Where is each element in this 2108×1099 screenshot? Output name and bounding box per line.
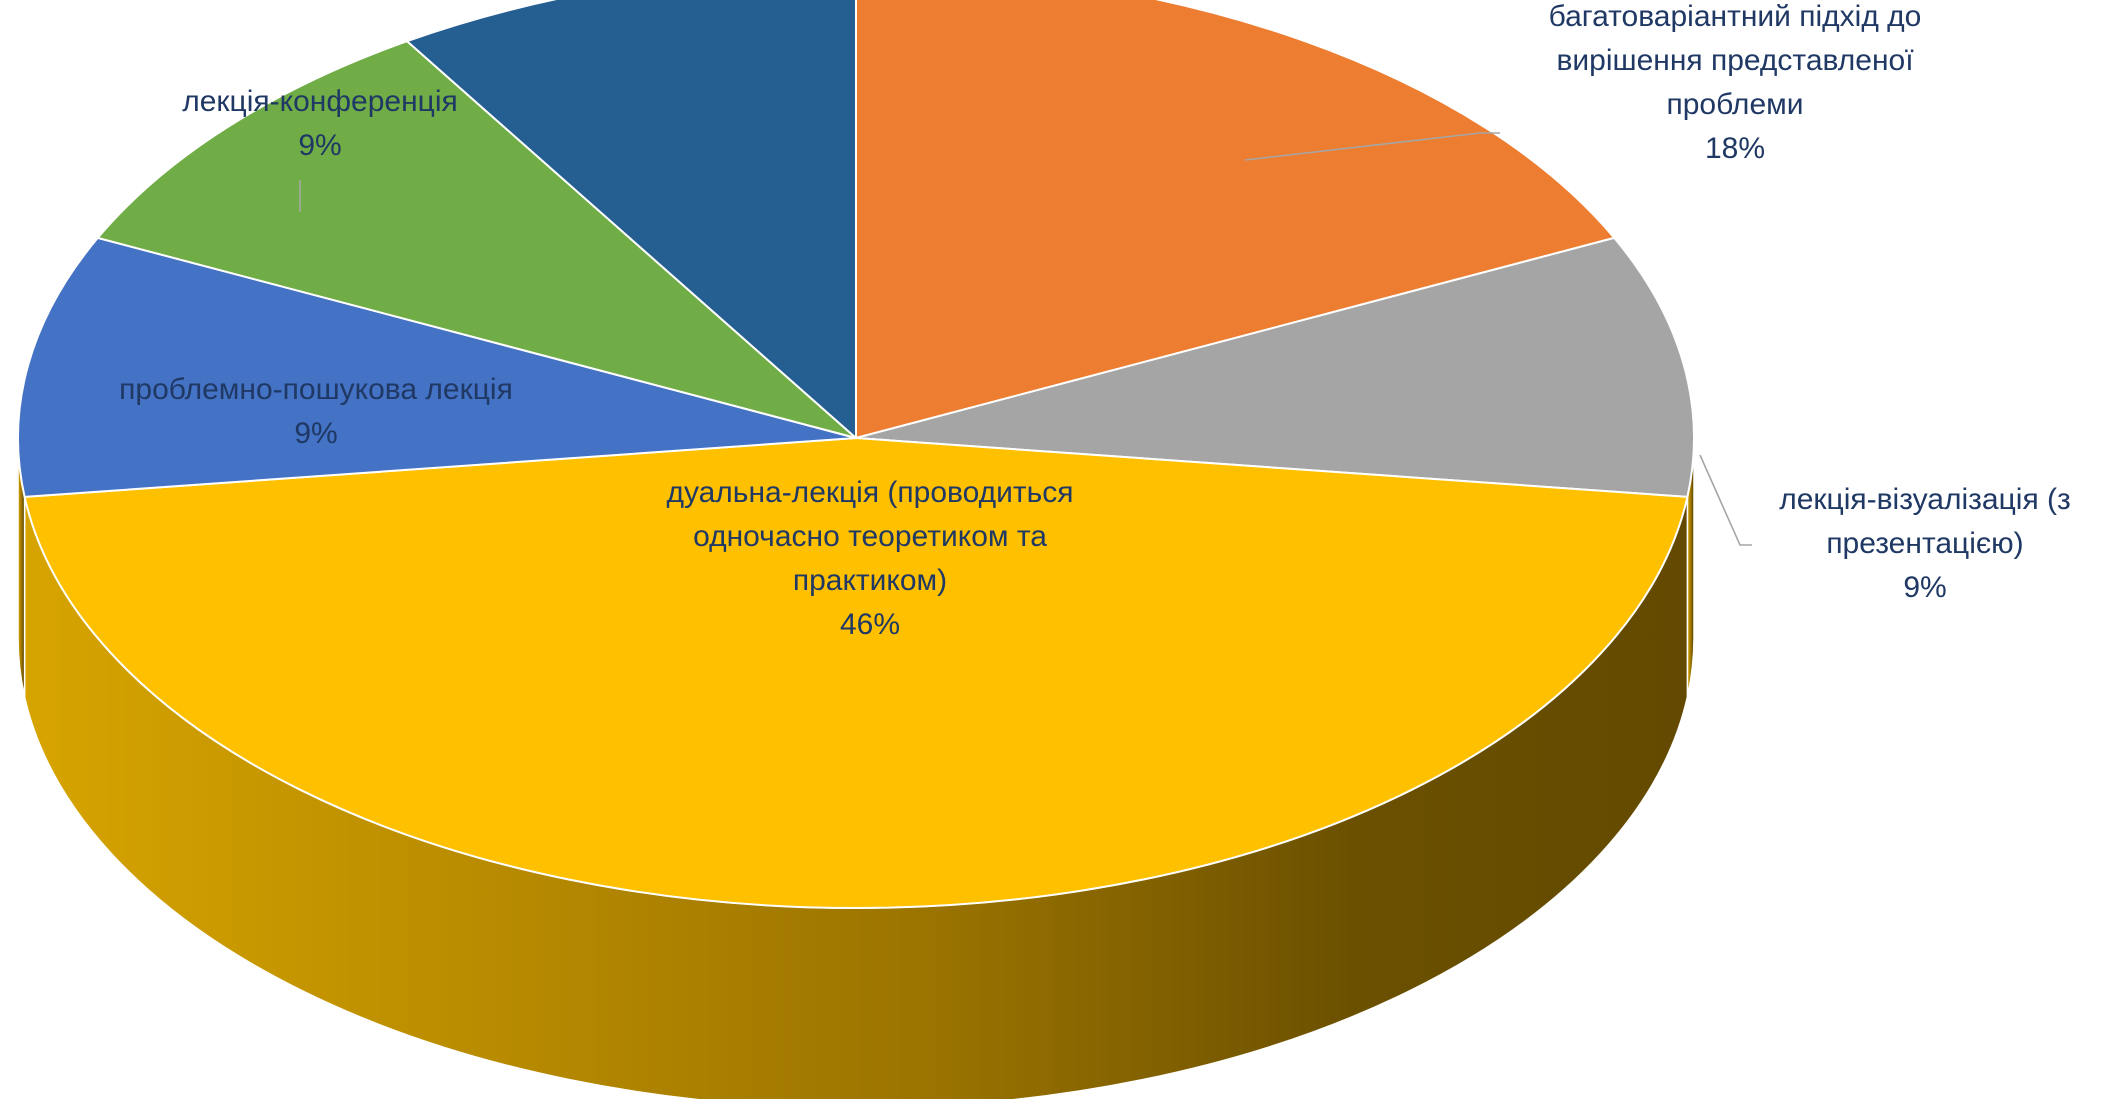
pie-slice-дуальна-лекція-проводиться-одночасно[interactable] bbox=[23, 437, 1689, 909]
slice-label-line: лекція-конференція bbox=[182, 85, 458, 118]
slice-label-line: презентацією) bbox=[1826, 527, 2023, 560]
slice-label-лекція-конференція: лекція-конференція 9% bbox=[182, 85, 458, 162]
slice-value-label: 9% bbox=[1903, 571, 1946, 604]
slice-label-line: проблемно-пошукова лекція bbox=[119, 373, 513, 406]
slice-value-label: 46% bbox=[840, 608, 900, 641]
leader-line-лекція-візуалізація-з-презентацією bbox=[1699, 454, 1752, 546]
slice-label-дуальна-лекція-проводиться-одночасно: дуальна-лекція (проводиться одночасно тео… bbox=[666, 476, 1073, 641]
slice-value-label: 9% bbox=[298, 129, 341, 162]
slice-value-label: 18% bbox=[1705, 132, 1765, 165]
slice-label-line: проблеми bbox=[1666, 88, 1803, 121]
slice-label-line: практиком) bbox=[793, 564, 947, 597]
pie-slice-проблемна-лекція-під[interactable] bbox=[855, 0, 1616, 439]
slice-label-line: лекція-візуалізація (з bbox=[1779, 483, 2071, 516]
slice-label-line: вирішення представленої bbox=[1556, 44, 1914, 77]
slice-value-label: 9% bbox=[294, 417, 337, 450]
slice-label-line: багатоваріантний підхід до bbox=[1549, 0, 1922, 33]
pie-slice-unnamed[interactable] bbox=[405, 0, 857, 439]
pie-slice-проблемно-пошукова-лекція[interactable] bbox=[17, 236, 857, 498]
slice-label-проблемно-пошукова-лекція: проблемно-пошукова лекція 9% bbox=[119, 373, 513, 450]
slice-label-лекція-візуалізація-з-презентацією: лекція-візуалізація (з презентацією) 9% bbox=[1779, 483, 2071, 604]
pie-slice-лекція-конференція[interactable] bbox=[96, 40, 857, 439]
pie-slice-лекція-візуалізація-з-презентацією[interactable] bbox=[855, 236, 1695, 498]
slice-label-line: одночасно теоретиком та bbox=[693, 520, 1047, 553]
slice-label-line: дуальна-лекція (проводиться bbox=[666, 476, 1073, 509]
slice-label-проблемна-лекція-під: проблемна лекція, під часякої пропонуєть… bbox=[1549, 0, 1922, 165]
leader-line-проблемна-лекція-під bbox=[1244, 132, 1500, 161]
